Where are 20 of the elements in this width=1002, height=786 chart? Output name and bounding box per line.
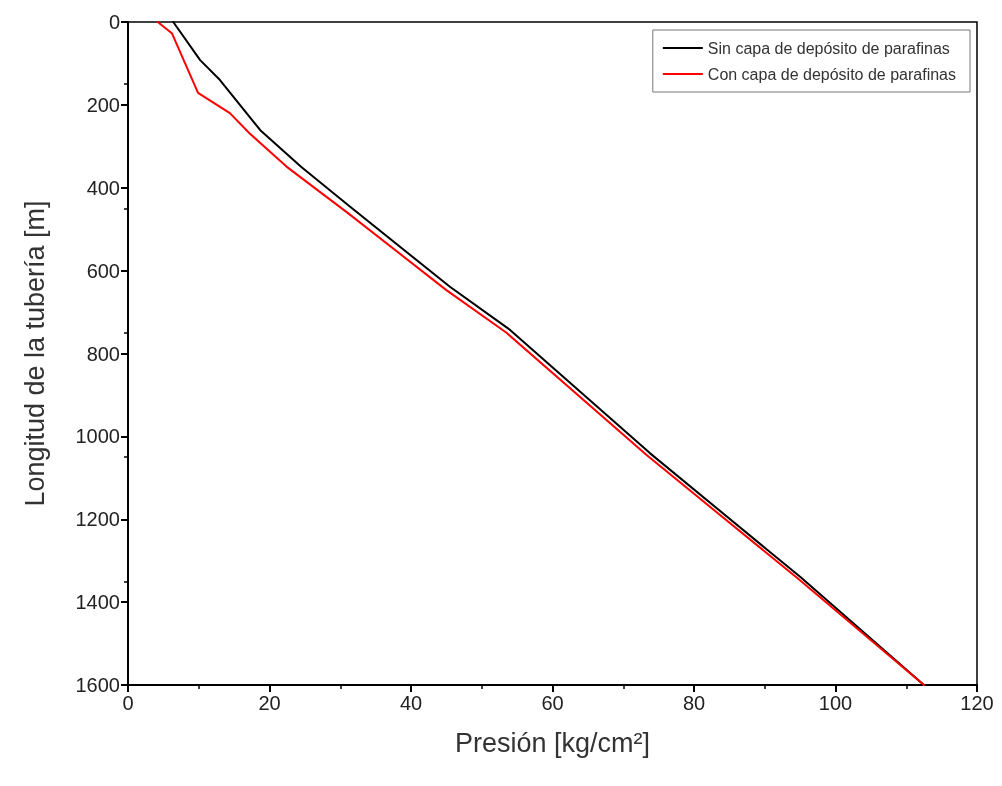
x-tick-label: 100 <box>818 692 853 714</box>
y-tick-label: 800 <box>86 342 120 365</box>
legend-label: Con capa de depósito de parafinas <box>707 65 957 83</box>
y-tick-label: 1200 <box>75 508 120 531</box>
y-tick-label: 400 <box>86 176 120 199</box>
x-tick-label: 20 <box>258 692 281 714</box>
y-tick-label: 0 <box>108 11 120 33</box>
y-tick-label: 1400 <box>75 591 120 614</box>
y-tick-label: 1000 <box>75 425 120 448</box>
x-axis-title: Presión [kg/cm²] <box>454 727 651 758</box>
x-tick-label: 80 <box>682 692 706 714</box>
x-tick-label: 0 <box>122 692 134 714</box>
x-tick-label: 120 <box>960 692 994 714</box>
y-axis-title: Longitud de la tubería [m] <box>19 200 50 507</box>
y-tick-label: 1600 <box>75 674 120 696</box>
x-tick-label: 60 <box>541 692 564 714</box>
y-tick-label: 600 <box>86 259 120 282</box>
y-tick-label: 200 <box>86 93 120 116</box>
x-tick-label: 40 <box>399 692 423 714</box>
legend-label: Sin capa de depósito de parafinas <box>707 39 950 57</box>
